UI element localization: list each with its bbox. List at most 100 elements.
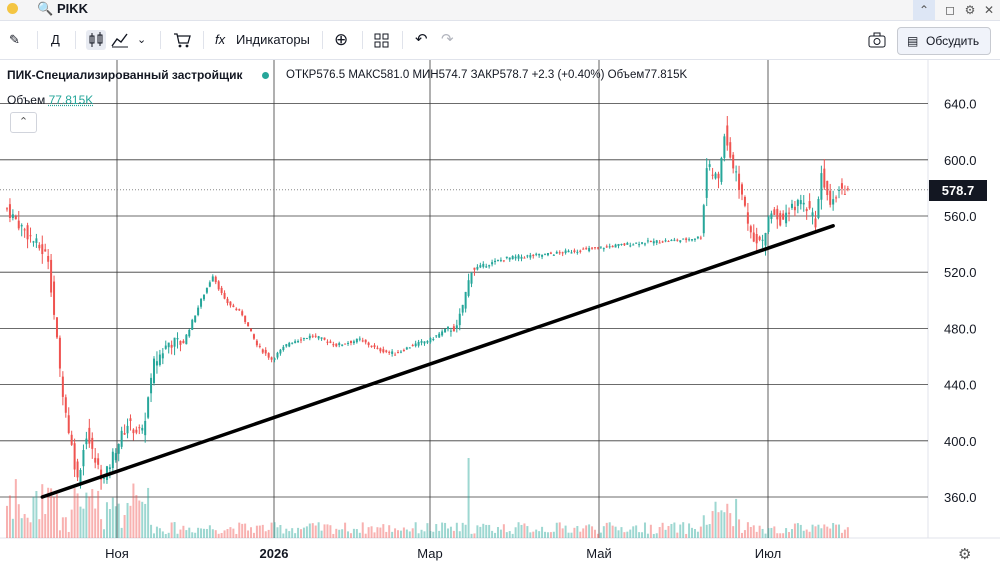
candle-body [217, 281, 220, 290]
candle-body [846, 188, 849, 190]
function-icon[interactable]: fx [215, 32, 226, 47]
volume-bar [179, 529, 182, 538]
volume-bar [108, 509, 111, 538]
close-icon[interactable]: ✕ [983, 3, 995, 17]
candle-body [620, 244, 623, 246]
add-circle-icon[interactable]: ⊕ [334, 30, 349, 49]
volume-bar [188, 527, 191, 538]
candle-body [308, 335, 311, 339]
candle-body [567, 250, 570, 253]
volume-bar [76, 493, 79, 538]
volume-bar [182, 525, 185, 538]
volume-bar [447, 528, 449, 538]
candle-body [458, 313, 461, 326]
volume-bar [229, 527, 232, 538]
candle-body [782, 213, 785, 220]
volume-bar [55, 494, 58, 538]
symbol-search-input[interactable]: PIKK [57, 1, 89, 16]
candle-body [238, 309, 241, 311]
volume-bar [649, 524, 652, 538]
candle-body [838, 189, 841, 191]
candle-body [502, 260, 505, 262]
volume-bar [458, 531, 461, 538]
chevron-up-icon[interactable]: ⌃ [913, 0, 935, 20]
gear-icon[interactable]: ⚙ [964, 3, 976, 17]
volume-bar [820, 528, 823, 538]
interval-button[interactable]: Д [51, 32, 60, 47]
candle-body [691, 239, 694, 241]
restore-window-icon[interactable]: ◻ [945, 3, 955, 17]
volume-bar [626, 531, 629, 538]
chevron-down-icon[interactable]: ⌄ [137, 34, 147, 46]
volume-bar [482, 523, 485, 538]
candle-body [785, 212, 788, 224]
volume-bar [294, 533, 297, 538]
volume-bar [47, 487, 50, 538]
volume-bar [570, 532, 573, 538]
search-icon[interactable]: 🔍 [37, 1, 54, 16]
volume-bar [94, 508, 97, 538]
candle-body [114, 453, 117, 461]
undo-icon[interactable]: ↶ [415, 31, 428, 48]
candle-body [373, 345, 376, 348]
candle-body [579, 250, 582, 252]
volume-bar [582, 528, 585, 538]
candle-body [194, 315, 197, 322]
candle-body [335, 343, 338, 347]
pencil-icon[interactable]: ✎ [9, 32, 20, 47]
volume-bar [414, 522, 417, 538]
discuss-button[interactable]: ▤ Обсудить [897, 27, 991, 55]
volume-bar [332, 533, 335, 538]
volume-bar [464, 524, 467, 538]
volume-bar [35, 491, 38, 538]
time-settings-gear-icon[interactable]: ⚙ [958, 546, 972, 563]
collapse-legend-button[interactable]: ⌃ [10, 112, 37, 133]
candle-body [176, 338, 179, 340]
candle-body [832, 199, 835, 205]
candle-body [352, 341, 355, 344]
candles-icon[interactable] [86, 30, 106, 50]
candle-body [173, 337, 176, 347]
volume-bar [546, 532, 549, 538]
volume-bar [714, 501, 717, 538]
volume-bar [67, 531, 70, 538]
candle-body [544, 253, 547, 255]
volume-bar [461, 522, 464, 538]
volume-bar [176, 533, 179, 538]
volume-bar [114, 506, 117, 538]
candle-body [214, 276, 217, 283]
indicators-button[interactable]: Индикаторы [236, 32, 310, 47]
volume-bar [479, 526, 482, 538]
candle-body [55, 317, 58, 338]
candle-body [97, 458, 100, 465]
volume-bar [738, 519, 741, 538]
volume-bar [88, 496, 91, 538]
volume-bar [673, 522, 676, 538]
trend-line[interactable] [40, 224, 835, 499]
volume-bar [796, 523, 799, 538]
candle-body [44, 249, 47, 252]
chart-toolbar: ✎ Д ⌄ fx Индикаторы ⊕ ↶ ↷ ▤ Обсудить [0, 21, 1000, 60]
candle-body [76, 461, 79, 478]
volume-bar [655, 533, 658, 538]
volume-bar [585, 525, 588, 538]
volume-bar [288, 531, 291, 538]
cart-icon[interactable] [172, 30, 192, 50]
area-chart-icon[interactable] [110, 30, 130, 50]
change-value: +2.3 (+0.40%) [531, 69, 605, 81]
volume-bar [761, 528, 764, 538]
redo-icon[interactable]: ↷ [441, 31, 454, 48]
volume-bar [364, 533, 367, 538]
candle-body [473, 267, 476, 270]
candle-body [6, 208, 8, 210]
volume-bar [635, 525, 638, 538]
candle-body [120, 430, 123, 447]
volume-bar [632, 526, 635, 538]
layout-grid-icon[interactable] [374, 30, 390, 50]
volume-bar [770, 527, 773, 538]
candle-body [441, 331, 444, 336]
volume-legend-label: Объем [7, 93, 46, 107]
camera-icon[interactable] [868, 30, 886, 50]
volume-bar [147, 487, 150, 538]
